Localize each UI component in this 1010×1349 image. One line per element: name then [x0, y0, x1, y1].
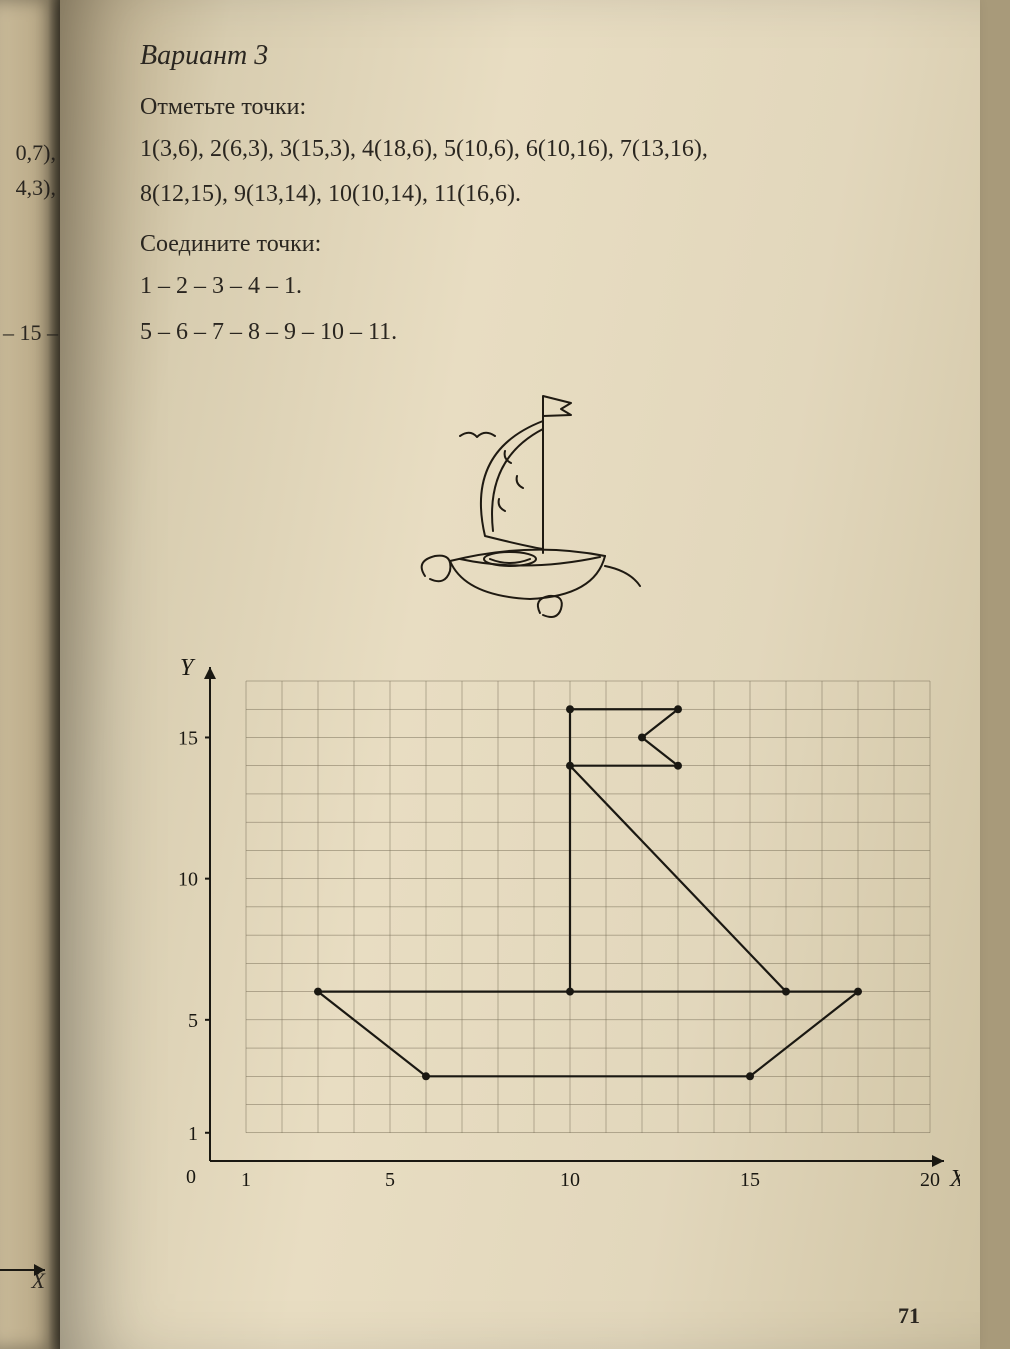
- previous-page-sliver: 0,7), 4,3), – 15 – X: [0, 0, 60, 1349]
- connect-sequence: 1 – 2 – 3 – 4 – 1.: [140, 268, 920, 305]
- left-fragment-text: 4,3),: [16, 175, 56, 201]
- coordinate-chart: 151015201510150XY: [140, 651, 960, 1211]
- connect-points-instruction: Соедините точки:: [140, 231, 920, 258]
- svg-text:Y: Y: [180, 655, 196, 681]
- variant-heading: Вариант 3: [140, 40, 920, 72]
- textbook-page: Вариант 3 Отметьте точки: 1(3,6), 2(6,3)…: [60, 0, 980, 1349]
- left-arrow-icon: [0, 1250, 60, 1290]
- svg-text:5: 5: [385, 1169, 395, 1191]
- left-fragment-text: – 15 –: [3, 320, 58, 346]
- svg-text:1: 1: [188, 1123, 198, 1145]
- svg-text:10: 10: [178, 868, 198, 890]
- svg-text:15: 15: [178, 727, 198, 749]
- svg-text:5: 5: [188, 1010, 198, 1032]
- sailboat-illustration: [365, 381, 695, 641]
- points-list-line: 1(3,6), 2(6,3), 3(15,3), 4(18,6), 5(10,6…: [140, 131, 920, 168]
- left-fragment-text: 0,7),: [16, 140, 56, 166]
- page-number: 71: [898, 1303, 920, 1329]
- svg-text:X: X: [949, 1166, 960, 1192]
- svg-text:15: 15: [740, 1169, 760, 1191]
- svg-text:0: 0: [186, 1166, 196, 1188]
- points-list-line: 8(12,15), 9(13,14), 10(10,14), 11(16,6).: [140, 176, 920, 213]
- svg-text:10: 10: [560, 1169, 580, 1191]
- connect-sequence: 5 – 6 – 7 – 8 – 9 – 10 – 11.: [140, 314, 920, 351]
- svg-text:1: 1: [241, 1169, 251, 1191]
- svg-text:20: 20: [920, 1169, 940, 1191]
- mark-points-instruction: Отметьте точки:: [140, 94, 920, 121]
